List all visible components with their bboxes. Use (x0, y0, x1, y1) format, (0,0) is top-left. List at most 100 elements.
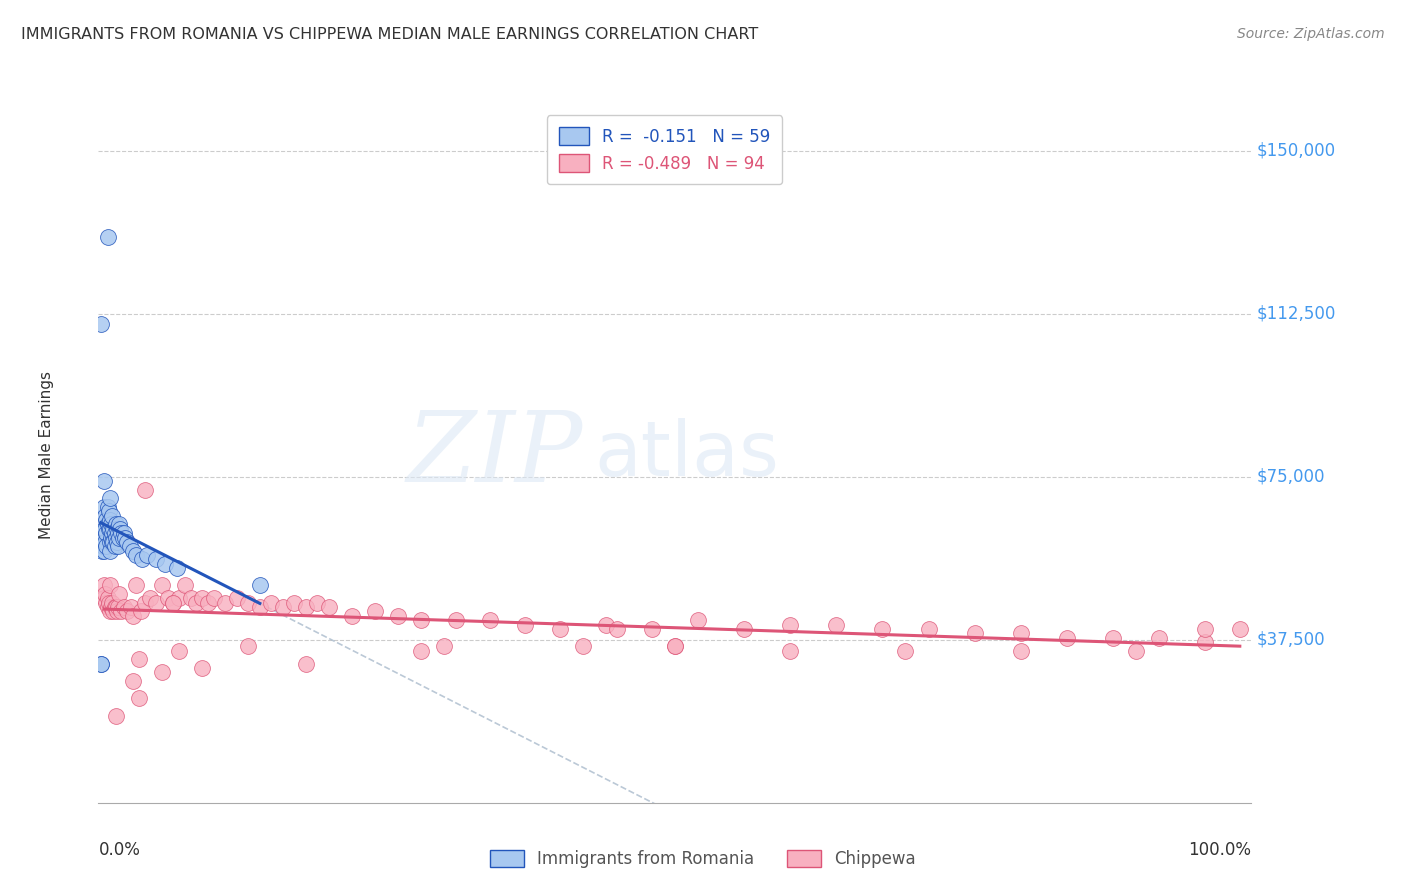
Point (595, 617, 617, 632)
Point (340, 608, 363, 623)
Point (104, 517, 127, 532)
Point (145, 596, 167, 610)
Point (94, 508, 117, 523)
Point (105, 605, 128, 619)
Point (100, 600, 122, 615)
Point (1010, 626, 1032, 640)
Point (479, 613, 502, 627)
Point (145, 552, 167, 566)
Point (128, 652, 150, 666)
Point (186, 596, 208, 610)
Point (122, 543, 145, 558)
Point (112, 526, 135, 541)
Point (134, 596, 156, 610)
Point (283, 596, 305, 610)
Text: IMMIGRANTS FROM ROMANIA VS CHIPPEWA MEDIAN MALE EARNINGS CORRELATION CHART: IMMIGRANTS FROM ROMANIA VS CHIPPEWA MEDI… (21, 27, 758, 42)
Point (94, 522, 117, 536)
Point (101, 596, 124, 610)
Point (100, 531, 122, 545)
Point (1229, 622, 1251, 636)
Text: 0.0%: 0.0% (98, 841, 141, 859)
Point (249, 600, 271, 615)
Point (98, 543, 121, 558)
Point (150, 578, 173, 592)
Point (191, 591, 214, 606)
Point (107, 539, 129, 553)
Text: $150,000: $150,000 (1257, 142, 1336, 160)
Point (122, 608, 145, 623)
Point (93, 522, 115, 536)
Point (93, 500, 115, 514)
Point (122, 674, 145, 689)
Point (108, 531, 131, 545)
Point (1010, 643, 1032, 657)
Point (91, 531, 114, 545)
Text: $75,000: $75,000 (1257, 467, 1326, 485)
Legend: Immigrants from Romania, Chippewa: Immigrants from Romania, Chippewa (484, 843, 922, 875)
Point (103, 605, 125, 619)
Point (94, 587, 117, 601)
Point (664, 639, 686, 653)
Point (94, 535, 117, 549)
Point (364, 605, 387, 619)
Point (411, 613, 433, 627)
Point (180, 591, 202, 606)
Point (108, 587, 131, 601)
Point (963, 626, 986, 640)
Point (162, 596, 184, 610)
Point (98, 491, 121, 506)
Point (108, 517, 131, 532)
Point (90, 543, 112, 558)
Point (96, 513, 118, 527)
Point (779, 617, 801, 632)
Point (103, 600, 125, 615)
Point (135, 548, 157, 562)
Text: Median Male Earnings: Median Male Earnings (39, 371, 53, 539)
Point (103, 535, 125, 549)
Point (1194, 635, 1216, 649)
Point (134, 483, 156, 497)
Point (98, 513, 121, 527)
Point (112, 600, 135, 615)
Point (93, 543, 115, 558)
Point (107, 526, 129, 541)
Point (120, 600, 142, 615)
Point (101, 535, 124, 549)
Point (733, 622, 755, 636)
Point (103, 526, 125, 541)
Point (174, 578, 197, 592)
Point (101, 508, 124, 523)
Point (271, 600, 294, 615)
Point (249, 578, 271, 592)
Point (1102, 631, 1125, 645)
Point (98, 605, 121, 619)
Point (606, 622, 628, 636)
Point (100, 517, 122, 532)
Point (238, 596, 260, 610)
Point (166, 561, 188, 575)
Point (872, 622, 894, 636)
Point (295, 657, 318, 671)
Point (103, 539, 125, 553)
Point (98, 522, 121, 536)
Point (162, 596, 184, 610)
Point (110, 526, 132, 541)
Point (96, 526, 118, 541)
Point (225, 591, 247, 606)
Point (513, 617, 536, 632)
Point (295, 600, 318, 615)
Point (93, 474, 115, 488)
Text: ZIP: ZIP (406, 408, 582, 502)
Point (1194, 622, 1216, 636)
Point (1056, 631, 1078, 645)
Point (150, 665, 173, 680)
Text: Source: ZipAtlas.com: Source: ZipAtlas.com (1237, 27, 1385, 41)
Point (97, 500, 120, 514)
Point (260, 596, 283, 610)
Point (1125, 643, 1147, 657)
Point (110, 605, 132, 619)
Point (128, 691, 150, 706)
Point (97, 600, 120, 615)
Point (103, 522, 125, 536)
Point (571, 639, 593, 653)
